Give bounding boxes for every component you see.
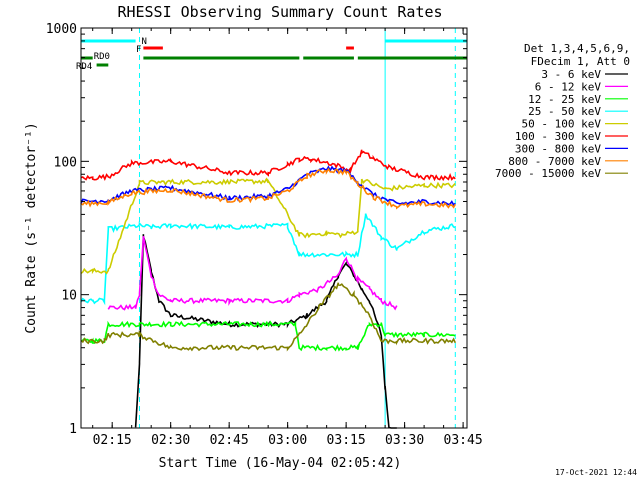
y-tick-label-1: 10 <box>61 289 77 304</box>
series-line-6 <box>80 165 456 207</box>
legend-header-line-2: FDecim 1, Att 0 <box>531 55 630 68</box>
y-tick-label-3: 1000 <box>46 22 77 37</box>
series-line-5 <box>80 149 456 182</box>
x-tick-label-0: 02:15 <box>93 433 132 448</box>
legend-label-5: 100 - 300 keV <box>515 130 601 143</box>
x-tick-label-6: 03:45 <box>444 433 483 448</box>
legend-label-8: 7000 - 15000 keV <box>495 167 601 180</box>
x-tick-label-3: 03:00 <box>268 433 307 448</box>
series-line-7 <box>80 167 456 210</box>
y-tick-label-2: 100 <box>54 155 77 170</box>
legend-label-4: 50 - 100 keV <box>522 118 602 131</box>
footer-timestamp: 17-Oct-2021 12:44 <box>555 468 637 477</box>
series-lines <box>80 149 457 429</box>
series-line-8 <box>80 282 457 352</box>
axes: 02:15 02:30 02:45 03:00 03:15 03:30 03:45 1 10 10… <box>46 22 483 448</box>
legend-label-6: 300 - 800 keV <box>515 142 601 155</box>
x-tick-label-2: 02:45 <box>210 433 249 448</box>
legend-label-2: 12 - 25 keV <box>528 93 601 106</box>
series-line-2 <box>80 320 456 352</box>
x-tick-label-4: 03:15 <box>327 433 366 448</box>
flag-label-n: N <box>141 37 146 47</box>
y-axis-label: Count Rate (s⁻¹ detector⁻¹) <box>24 122 39 333</box>
x-axis-label: Start Time (16-May-04 02:05:42) <box>159 456 402 471</box>
legend-label-3: 25 - 50 keV <box>528 105 601 118</box>
series-line-1 <box>107 235 398 311</box>
series-line-0 <box>134 234 397 429</box>
legend-header-line-1: Det 1,3,4,5,6,9, <box>524 42 630 55</box>
flag-label-rd4: RD4 <box>76 62 92 72</box>
flag-label-rd0: RD0 <box>94 52 110 62</box>
legend-label-7: 800 - 7000 keV <box>508 155 601 168</box>
legend-label-1: 6 - 12 keV <box>535 80 602 93</box>
flag-label-f: F <box>136 45 141 55</box>
series-line-4 <box>80 177 456 275</box>
plot-frame <box>80 27 468 429</box>
chart-title: RHESSI Observing Summary Count Rates <box>117 3 442 21</box>
x-tick-label-1: 02:30 <box>151 433 190 448</box>
y-tick-label-0: 1 <box>69 422 77 437</box>
background-layer <box>80 28 456 428</box>
x-tick-label-5: 03:30 <box>385 433 424 448</box>
legend-label-0: 3 - 6 keV <box>541 68 601 81</box>
series-line-3 <box>80 213 456 306</box>
